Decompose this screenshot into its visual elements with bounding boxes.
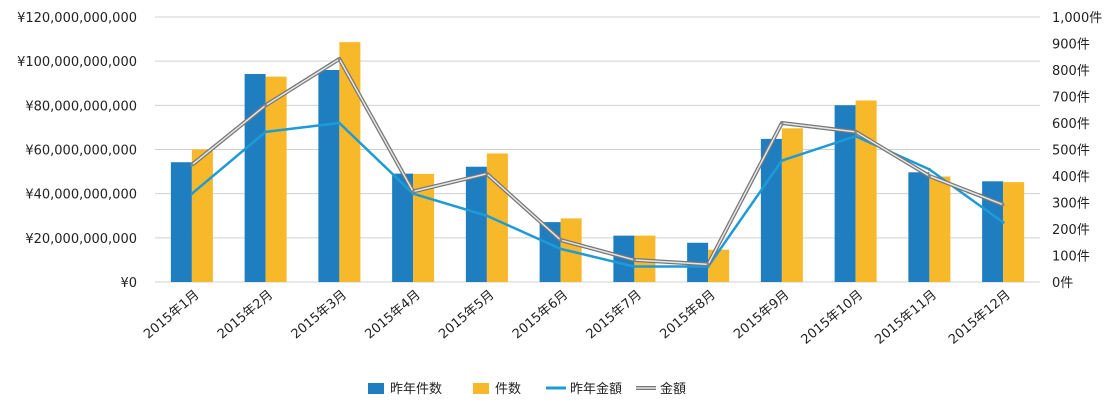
right-axis-tick-label: 900件: [1052, 38, 1090, 53]
x-tick-label: 2015年12月: [946, 288, 1014, 348]
bar-件数: [781, 128, 803, 282]
right-axis-tick-label: 500件: [1052, 144, 1090, 159]
point-昨年金額: [337, 121, 341, 125]
right-axis-tick-label: 700件: [1052, 91, 1090, 106]
bar-件数: [265, 76, 287, 282]
left-axis-tick-label: ¥100,000,000,000: [17, 55, 137, 70]
point-金額: [706, 262, 710, 266]
point-昨年金額: [632, 265, 636, 269]
legend-label: 金額: [660, 381, 686, 397]
point-昨年金額: [190, 192, 194, 196]
x-tick-label: 2015年3月: [289, 288, 350, 343]
legend-swatch-件数: [473, 383, 489, 394]
point-金額: [927, 174, 931, 178]
legend-label: 昨年金額: [570, 381, 622, 397]
bar-昨年件数: [170, 162, 192, 282]
x-tick-label: 2015年8月: [657, 288, 718, 343]
x-tick-label: 2015年4月: [362, 288, 423, 343]
x-tick-label: 2015年9月: [731, 288, 792, 343]
point-昨年金額: [854, 134, 858, 138]
x-tick-label: 2015年11月: [872, 288, 940, 348]
line-outline-金額: [190, 56, 1004, 267]
bar-件数: [339, 42, 361, 282]
point-金額: [780, 121, 784, 125]
point-昨年金額: [485, 214, 489, 218]
right-axis-tick-label: 800件: [1052, 64, 1090, 79]
bar-件数: [929, 176, 951, 282]
legend-label: 昨年件数: [390, 382, 442, 397]
left-axis-tick-label: ¥0: [120, 276, 137, 291]
right-axis-tick-label: 600件: [1052, 117, 1090, 132]
legend-swatch-昨年件数: [368, 383, 384, 394]
point-金額: [337, 57, 341, 61]
point-金額: [559, 238, 563, 242]
left-axis-tick-label: ¥20,000,000,000: [25, 232, 137, 247]
right-axis-tick-label: 100件: [1052, 250, 1090, 265]
bar-昨年件数: [908, 172, 930, 282]
point-昨年金額: [264, 130, 268, 134]
point-金額: [485, 172, 489, 176]
bar-昨年件数: [760, 138, 782, 282]
bar-昨年件数: [834, 105, 856, 283]
bar-件数: [855, 100, 877, 282]
point-金額: [411, 189, 415, 193]
bar-昨年件数: [982, 181, 1004, 282]
bar-昨年件数: [465, 166, 487, 282]
point-金額: [632, 258, 636, 262]
bar-昨年件数: [244, 73, 266, 282]
bar-昨年件数: [392, 173, 414, 282]
x-tick-label: 2015年6月: [510, 288, 571, 343]
right-axis-tick-label: 0件: [1052, 276, 1073, 291]
x-tick-label: 2015年5月: [436, 288, 497, 343]
right-axis-tick-label: 300件: [1052, 197, 1090, 212]
x-tick-label: 2015年2月: [215, 288, 276, 343]
point-金額: [190, 163, 194, 167]
line-昨年金額: [191, 121, 1004, 268]
bar-件数: [191, 149, 213, 282]
line-金額: [191, 58, 1004, 266]
point-昨年金額: [780, 159, 784, 163]
left-axis-tick-label: ¥40,000,000,000: [25, 188, 137, 203]
bar-昨年件数: [318, 70, 340, 282]
point-金額: [264, 103, 268, 107]
x-tick-label: 2015年7月: [584, 288, 645, 343]
legend-label: 件数: [495, 382, 521, 397]
point-昨年金額: [559, 247, 563, 251]
bar-件数: [413, 173, 435, 282]
point-昨年金額: [927, 167, 931, 171]
left-axis-tick-label: ¥120,000,000,000: [17, 11, 137, 26]
right-axis-tick-label: 1,000件: [1052, 11, 1102, 26]
left-axis-tick-label: ¥60,000,000,000: [25, 144, 137, 159]
right-axis-tick-label: 200件: [1052, 223, 1090, 238]
point-昨年金額: [1001, 220, 1005, 224]
bar-件数: [1003, 182, 1025, 282]
point-金額: [854, 130, 858, 134]
x-tick-label: 2015年1月: [141, 288, 202, 343]
point-金額: [1001, 203, 1005, 207]
x-tick-label: 2015年10月: [799, 288, 867, 348]
left-axis-tick-label: ¥80,000,000,000: [25, 99, 137, 114]
right-axis-tick-label: 400件: [1052, 170, 1090, 185]
